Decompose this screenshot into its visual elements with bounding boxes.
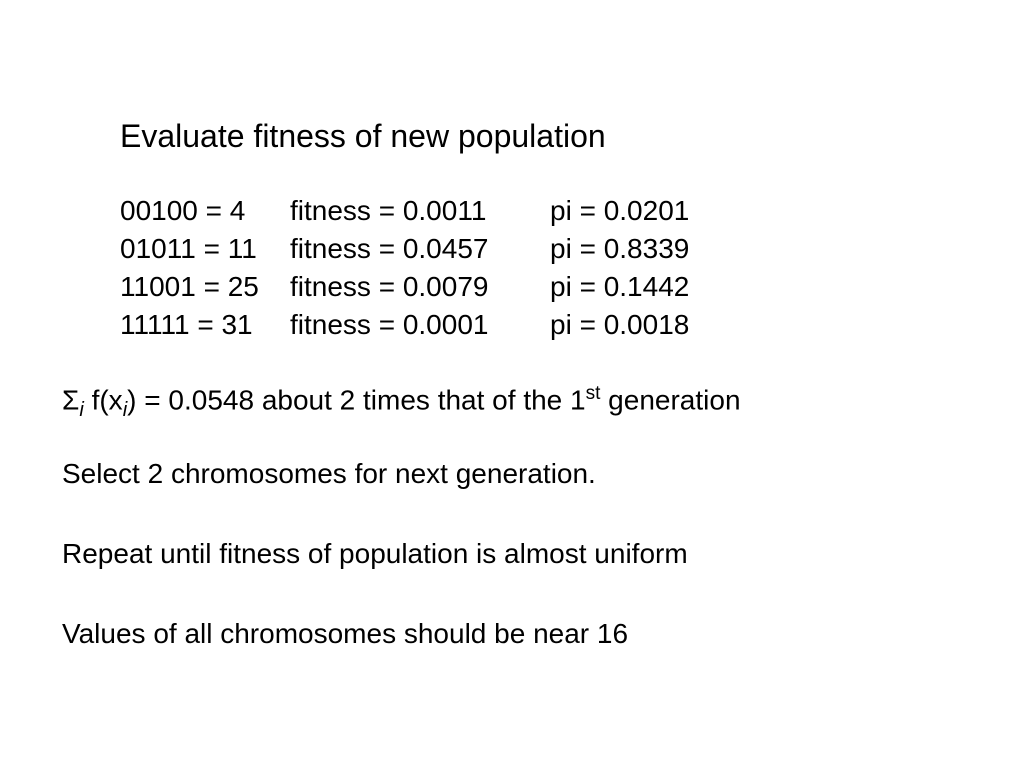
table-row: 00100 = 4 fitness = 0.0011 pi = 0.0201 [120,192,689,230]
chrom-cell: 11001 = 25 [120,268,290,306]
pi-cell: pi = 0.0018 [550,306,689,344]
sigma-summary: Σi f(xi) = 0.0548 about 2 times that of … [62,376,741,428]
fitness-cell: fitness = 0.0001 [290,306,550,344]
sigma-text: f(x [84,384,123,415]
table-row: 11001 = 25 fitness = 0.0079 pi = 0.1442 [120,268,689,306]
table-row: 11111 = 31 fitness = 0.0001 pi = 0.0018 [120,306,689,344]
chrom-cell: 11111 = 31 [120,306,290,344]
chrom-cell: 01011 = 11 [120,230,290,268]
fitness-cell: fitness = 0.0079 [290,268,550,306]
pi-cell: pi = 0.1442 [550,268,689,306]
fitness-cell: fitness = 0.0457 [290,230,550,268]
slide: Evaluate fitness of new population 00100… [0,0,1024,768]
sigma-text: ) = 0.0548 about 2 times that of the 1 [127,384,585,415]
sigma-text: generation [600,384,740,415]
fitness-table: 00100 = 4 fitness = 0.0011 pi = 0.0201 0… [120,192,689,344]
slide-title: Evaluate fitness of new population [120,118,606,155]
fitness-cell: fitness = 0.0011 [290,192,550,230]
values-line: Values of all chromosomes should be near… [62,616,628,652]
sigma-symbol: Σ [62,384,79,415]
pi-cell: pi = 0.0201 [550,192,689,230]
chrom-cell: 00100 = 4 [120,192,290,230]
table-row: 01011 = 11 fitness = 0.0457 pi = 0.8339 [120,230,689,268]
sigma-superscript: st [586,383,601,404]
repeat-line: Repeat until fitness of population is al… [62,536,688,572]
pi-cell: pi = 0.8339 [550,230,689,268]
select-line: Select 2 chromosomes for next generation… [62,456,596,492]
